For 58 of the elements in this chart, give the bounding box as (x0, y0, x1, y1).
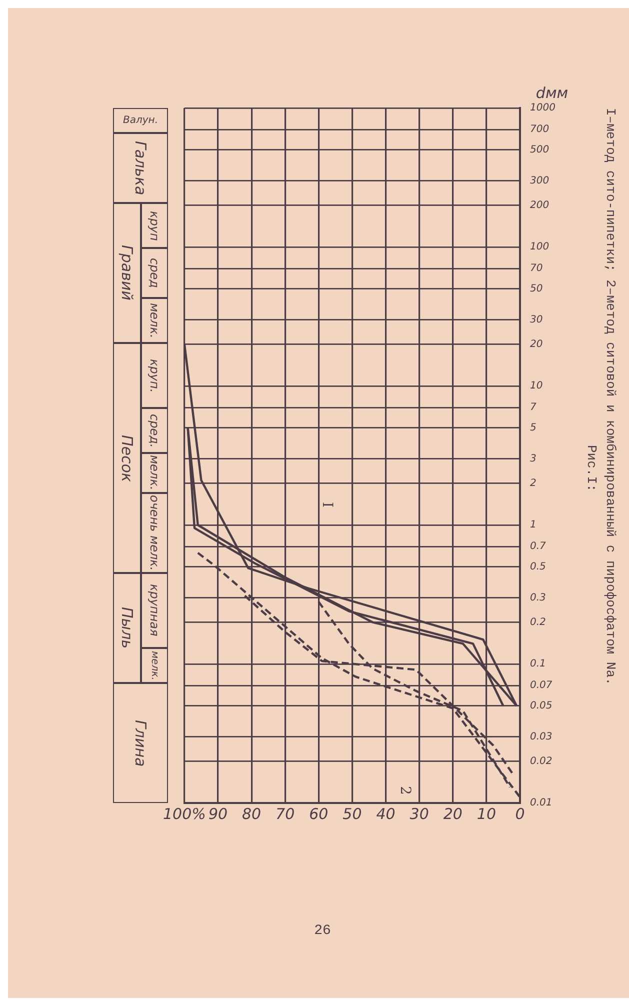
y-tick-label: 5 (530, 422, 536, 434)
text: мелк. (141, 298, 168, 343)
text: 26 (313, 923, 332, 939)
y-tick-label: 200 (530, 200, 550, 211)
x-tick-label: 90 (208, 804, 228, 823)
x-tick-label: 0 (515, 804, 525, 823)
y-tick-label: 7 (530, 402, 537, 414)
text: Галька (113, 133, 168, 203)
text: Гравий (113, 203, 141, 343)
x-tick-label: 30 (410, 804, 429, 823)
annotation: 2 (397, 786, 413, 795)
x-tick-label: 10 (476, 804, 496, 823)
text: крупная (141, 573, 168, 648)
y-tick-label: 0.02 (530, 756, 552, 767)
y-tick-label: 0.01 (530, 798, 552, 809)
y-tick-label: 0.05 (530, 700, 552, 712)
y-tick-label: 300 (530, 175, 550, 186)
annotation: I (319, 502, 335, 508)
y-tick-label: 0.03 (530, 731, 552, 742)
text: сред. (141, 408, 168, 453)
text: круп. (141, 343, 168, 408)
y-tick-label: 1000 (530, 102, 556, 114)
text: Песок (113, 343, 141, 573)
x-tick-label: 40 (376, 804, 396, 823)
y-tick-label: 1 (530, 520, 536, 531)
y-tick-label: 700 (530, 124, 550, 136)
y-tick-label: 50 (530, 283, 543, 294)
y-tick-label: 30 (530, 314, 543, 326)
x-tick-label: 60 (309, 804, 328, 823)
y-tick-label: 2 (530, 478, 536, 489)
text: мелк. (141, 648, 168, 683)
x-tick-label: 20 (443, 804, 462, 823)
text: I–метод сито-пипетки; 2–метод ситовой и комбинированный с пирофосфатом Na. (603, 108, 618, 688)
text: Пыль (113, 573, 141, 683)
text: очень мелк. (141, 493, 168, 573)
y-tick-label: 0.5 (530, 561, 546, 572)
y-tick-label: 0.3 (530, 592, 546, 604)
y-axis-title: dмм (536, 84, 568, 102)
y-tick-label: 0.07 (530, 680, 553, 692)
x-tick-label: 50 (342, 804, 362, 823)
text: мелк. (141, 453, 168, 493)
text: Рис.I: (584, 444, 599, 494)
y-tick-label: 100 (530, 242, 550, 253)
text: Валун. (113, 108, 168, 133)
y-tick-label: 70 (530, 263, 543, 274)
y-tick-label: 20 (530, 338, 543, 350)
text: круп (141, 203, 168, 248)
y-tick-label: 0.2 (530, 616, 546, 628)
x-tick-label: 100% (162, 804, 206, 823)
text: Глина (113, 683, 168, 803)
x-tick-label: 80 (242, 804, 262, 823)
text: сред (141, 248, 168, 298)
y-tick-label: 10 (530, 380, 543, 392)
y-tick-label: 0.7 (530, 541, 547, 552)
y-tick-label: 0.1 (530, 658, 546, 670)
x-tick-label: 70 (276, 804, 295, 823)
y-tick-label: 500 (530, 144, 550, 156)
y-tick-label: 3 (530, 453, 536, 464)
